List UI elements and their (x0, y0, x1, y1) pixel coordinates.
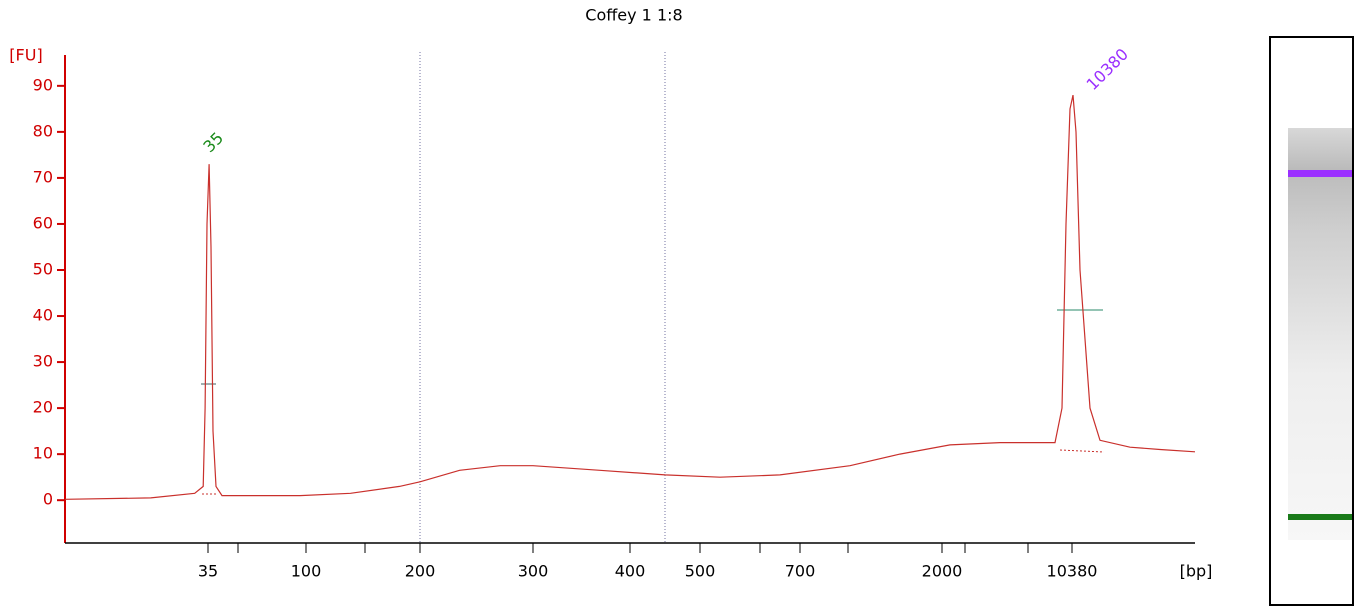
peak-label: 35 (199, 128, 227, 156)
minor-ticks (237, 543, 1029, 553)
x-tick-label: 500 (685, 562, 716, 581)
chart-title: Coffey 1 1:8 (585, 6, 682, 25)
gel-smear (1288, 128, 1352, 540)
trace (64, 94, 1196, 500)
y-tick-label: 60 (33, 213, 53, 232)
x-tick-label: 400 (615, 562, 646, 581)
y-tick-label: 40 (33, 306, 53, 325)
y-tick-label: 10 (33, 444, 53, 463)
gel-band (1288, 170, 1352, 177)
gel-band (1288, 514, 1352, 520)
x-tick-label: 35 (198, 562, 218, 581)
y-tick-label: 80 (33, 121, 53, 140)
y-axis-label: [FU] (9, 46, 42, 65)
x-tick-label: 200 (405, 562, 436, 581)
x-tick-label: 2000 (922, 562, 963, 581)
x-tick-label: 700 (785, 562, 816, 581)
peak-baseline (1059, 449, 1105, 453)
x-tick-label: 300 (518, 562, 549, 581)
y-tick-label: 50 (33, 259, 53, 278)
x-axis-label: [bp] (1180, 562, 1213, 581)
y-tick-label: 20 (33, 398, 53, 417)
x-tick-label: 10380 (1047, 562, 1098, 581)
y-tick-label: 30 (33, 352, 53, 371)
peak-label: 10380 (1083, 45, 1132, 94)
y-tick-label: 0 (43, 490, 53, 509)
y-tick-label: 70 (33, 167, 53, 186)
x-tick-label: 100 (291, 562, 322, 581)
y-tick-label: 90 (33, 75, 53, 94)
